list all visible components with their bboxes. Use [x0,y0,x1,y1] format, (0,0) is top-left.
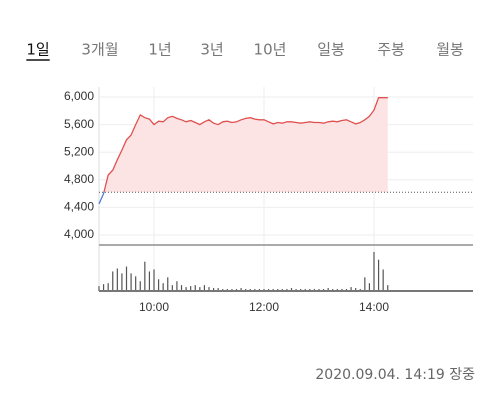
tab[interactable]: 1일 [26,41,49,59]
volume-bar [212,288,215,291]
volume-bar [194,285,196,291]
tab[interactable]: 3개월 [81,41,118,59]
volume-bar [135,276,137,291]
volume-bar [327,288,329,291]
volume-bar [167,277,169,291]
y-tick-label: 4,800 [64,172,94,186]
volume-bar [240,288,242,291]
volume-bar [368,283,371,291]
volume-bar [98,286,100,291]
volume-bar [190,286,192,291]
y-tick-label: 5,200 [64,144,94,158]
volume-bar [203,285,206,291]
volume-bar [364,277,366,291]
volume-bar [148,271,151,291]
y-tick-label: 6,000 [64,89,94,103]
tab[interactable]: 10년 [254,41,287,59]
tab[interactable]: 1년 [148,41,171,59]
volume-bar [377,259,380,291]
volume-bar [373,251,375,291]
volume-bar [153,269,155,291]
volume-bar [130,273,132,291]
volume-bar [217,288,219,291]
volume-bar [121,273,123,291]
volume-bar [125,266,128,291]
x-tick-label: 14:00 [359,300,389,314]
volume-bar [290,288,293,291]
volume-bar [387,285,389,291]
volume-bar [208,287,210,291]
volume-bar [199,287,201,291]
x-tick-label: 10:00 [139,300,169,314]
volume-bar [350,287,352,291]
volume-bar [144,261,146,291]
y-tick-label: 5,600 [64,117,94,131]
timestamp: 2020.09.04. 14:19 장중 [315,367,475,383]
volume-bar [157,279,160,291]
volume-bar [185,287,187,291]
price-line [98,97,388,205]
price-area [99,97,388,193]
y-tick-label: 4,000 [64,227,94,241]
y-tick-label: 4,400 [64,200,94,214]
volume-bar [171,285,173,291]
x-tick-label: 12:00 [249,300,279,314]
volume-bar [176,281,178,291]
volume-bar [180,285,183,291]
volume-bar [139,281,141,291]
volume-bar [112,271,114,291]
tab[interactable]: 일봉 [317,41,345,59]
volume-bar [355,288,357,291]
tab[interactable]: 주봉 [377,41,405,59]
volume-bar [107,283,109,291]
tab[interactable]: 3년 [200,41,223,59]
volume-bar [102,284,105,291]
volume-bar [116,268,118,291]
volume-bar [162,283,164,291]
volume-bar [382,269,384,291]
tab[interactable]: 월봉 [436,41,464,59]
